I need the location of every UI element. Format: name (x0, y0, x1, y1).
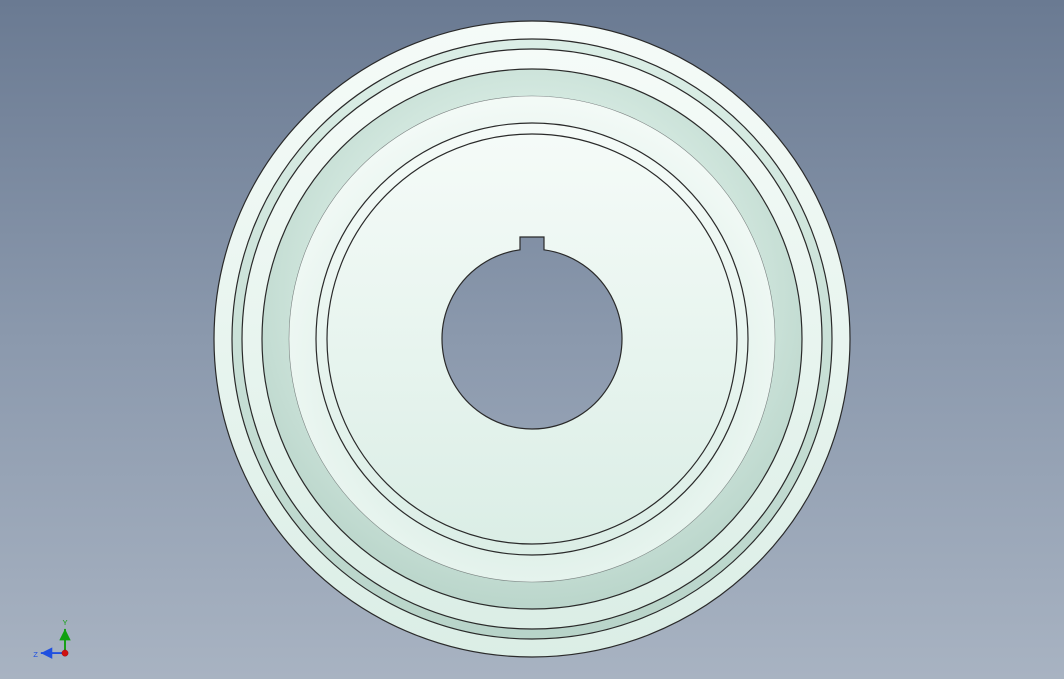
hub-face (327, 134, 737, 544)
cad-viewport[interactable]: ZY (0, 0, 1064, 679)
cad-canvas (0, 0, 1064, 679)
